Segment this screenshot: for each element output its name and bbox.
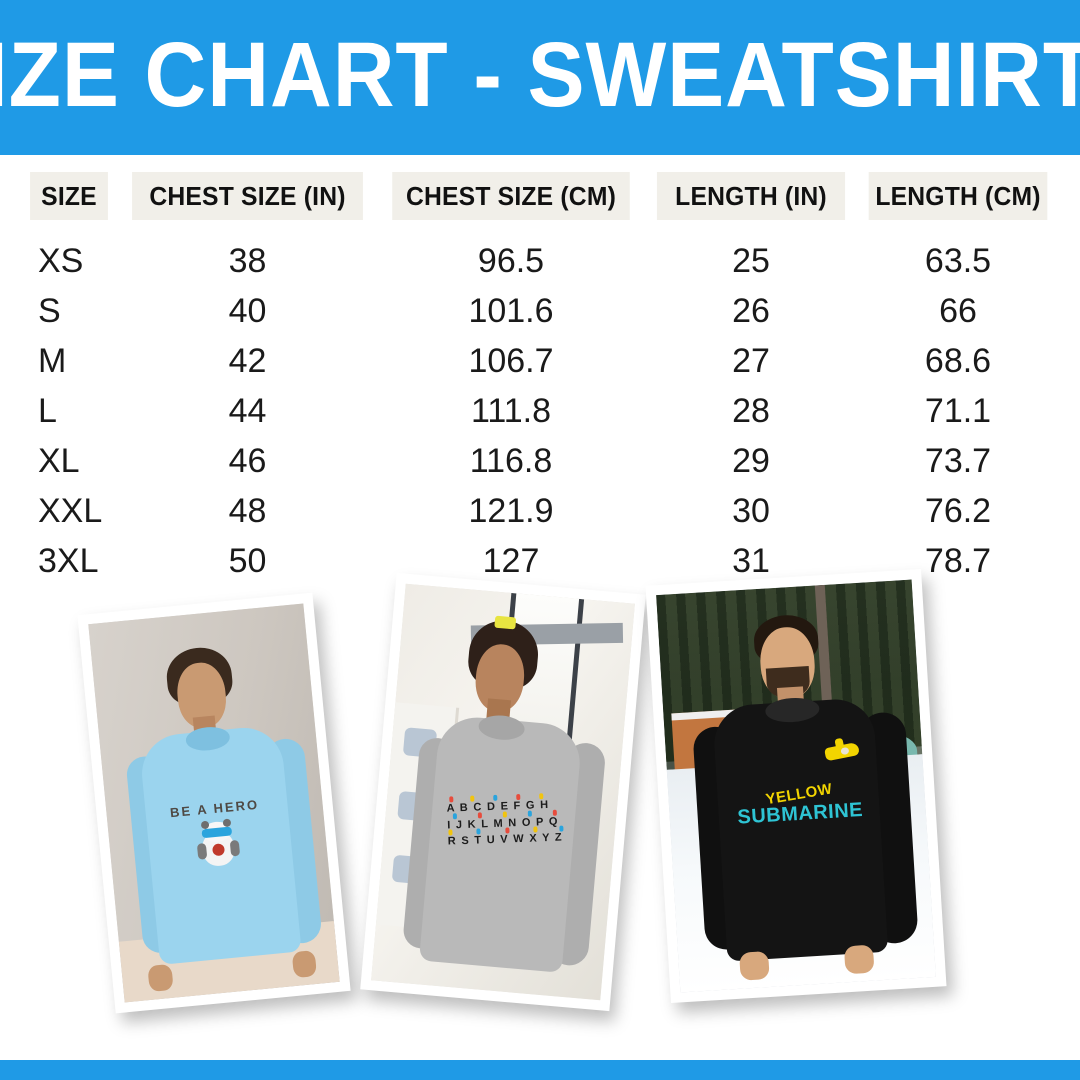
cell-length-in: 25 (732, 241, 770, 280)
model-hand-right (291, 949, 318, 979)
table-body: XS 38 96.5 25 63.5 S 40 101.6 26 66 M 42… (0, 236, 1080, 586)
cell-length-in: 29 (732, 441, 770, 480)
cell-length-cm: 68.6 (924, 341, 992, 380)
column-header-chest-in: CHEST SIZE (IN) (132, 172, 363, 220)
cell-chest-cm: 127 (482, 541, 540, 580)
print-text-submarine: SUBMARINE (736, 799, 864, 829)
table-row: M 42 106.7 27 68.6 (0, 336, 1080, 386)
sweatshirt-print: A B C D E F G H I J K L M N O P Q (445, 759, 569, 890)
cell-chest-in: 44 (228, 391, 267, 430)
photo-card-yellow-submarine: YELLOW SUBMARINE (645, 568, 947, 1004)
hair-clip (494, 615, 516, 630)
cell-chest-cm: 121.9 (468, 491, 554, 530)
model-hand-left (739, 951, 770, 981)
cell-length-cm: 71.1 (924, 391, 992, 430)
cell-chest-cm: 106.7 (468, 341, 554, 380)
sweatshirt-print: BE A HERO (159, 760, 276, 914)
photo-card-alphabet-lights: A B C D E F G H I J K L M N O P Q (360, 572, 646, 1012)
cell-length-in: 31 (732, 541, 770, 580)
cell-length-cm: 63.5 (924, 241, 992, 280)
cell-chest-in: 48 (228, 491, 267, 530)
page-title: SIZE CHART - SWEATSHIRTS (0, 23, 1080, 126)
cell-size: XXL (38, 491, 103, 530)
photo-image-be-a-hero: BE A HERO (88, 603, 340, 1003)
photo-image-alphabet-lights: A B C D E F G H I J K L M N O P Q (371, 583, 635, 1001)
cell-chest-in: 46 (228, 441, 267, 480)
cell-chest-cm: 96.5 (477, 241, 545, 280)
model-hand-left (147, 963, 174, 993)
cell-length-cm: 78.7 (924, 541, 992, 580)
model-figure: BE A HERO (88, 604, 339, 1003)
cell-chest-in: 50 (228, 541, 267, 580)
footer-bar (0, 1060, 1080, 1080)
cell-size: XL (38, 441, 80, 480)
column-header-size: SIZE (30, 172, 108, 220)
table-header-row: SIZE CHEST SIZE (IN) CHEST SIZE (CM) LEN… (0, 172, 1080, 222)
table-row: XL 46 116.8 29 73.7 (0, 436, 1080, 486)
table-row: 3XL 50 127 31 78.7 (0, 536, 1080, 586)
table-row: XXL 48 121.9 30 76.2 (0, 486, 1080, 536)
cell-chest-cm: 111.8 (470, 391, 552, 430)
cell-length-cm: 76.2 (924, 491, 992, 530)
cell-length-cm: 73.7 (924, 441, 992, 480)
cell-chest-cm: 116.8 (469, 441, 553, 480)
model-figure: YELLOW SUBMARINE (656, 580, 936, 993)
photo-image-yellow-submarine: YELLOW SUBMARINE (656, 579, 936, 993)
cell-size: XS (38, 241, 84, 280)
cell-length-in: 27 (732, 341, 770, 380)
cell-length-in: 26 (732, 291, 770, 330)
panda-hero-icon (192, 818, 245, 874)
cell-chest-in: 38 (228, 241, 267, 280)
column-header-length-in: LENGTH (IN) (656, 172, 846, 220)
product-photo-gallery: BE A HERO (0, 565, 1080, 1060)
table-row: L 44 111.8 28 71.1 (0, 386, 1080, 436)
print-text: BE A HERO (169, 797, 260, 821)
size-chart-table: SIZE CHEST SIZE (IN) CHEST SIZE (CM) LEN… (0, 172, 1080, 586)
cell-chest-in: 40 (228, 291, 267, 330)
column-header-length-cm: LENGTH (CM) (868, 172, 1048, 220)
model-figure: A B C D E F G H I J K L M N O P Q (371, 584, 635, 1001)
column-header-chest-cm: CHEST SIZE (CM) (392, 172, 630, 220)
cell-chest-in: 42 (228, 341, 267, 380)
cell-size: M (38, 341, 67, 380)
table-row: S 40 101.6 26 66 (0, 286, 1080, 336)
cell-size: 3XL (38, 541, 99, 580)
cell-length-in: 28 (732, 391, 770, 430)
model-hand-right (844, 944, 875, 975)
cell-length-cm: 66 (939, 291, 977, 330)
photo-card-be-a-hero: BE A HERO (77, 592, 351, 1014)
cell-length-in: 30 (732, 491, 770, 530)
table-row: XS 38 96.5 25 63.5 (0, 236, 1080, 286)
sweatshirt-print: YELLOW SUBMARINE (732, 738, 867, 869)
cell-size: S (38, 291, 61, 330)
submarine-icon (823, 738, 860, 762)
alphabet-row-3: R S T U V W X Y Z (448, 826, 564, 849)
header-banner: SIZE CHART - SWEATSHIRTS (0, 0, 1080, 155)
cell-size: L (38, 391, 57, 430)
cell-chest-cm: 101.6 (468, 291, 554, 330)
